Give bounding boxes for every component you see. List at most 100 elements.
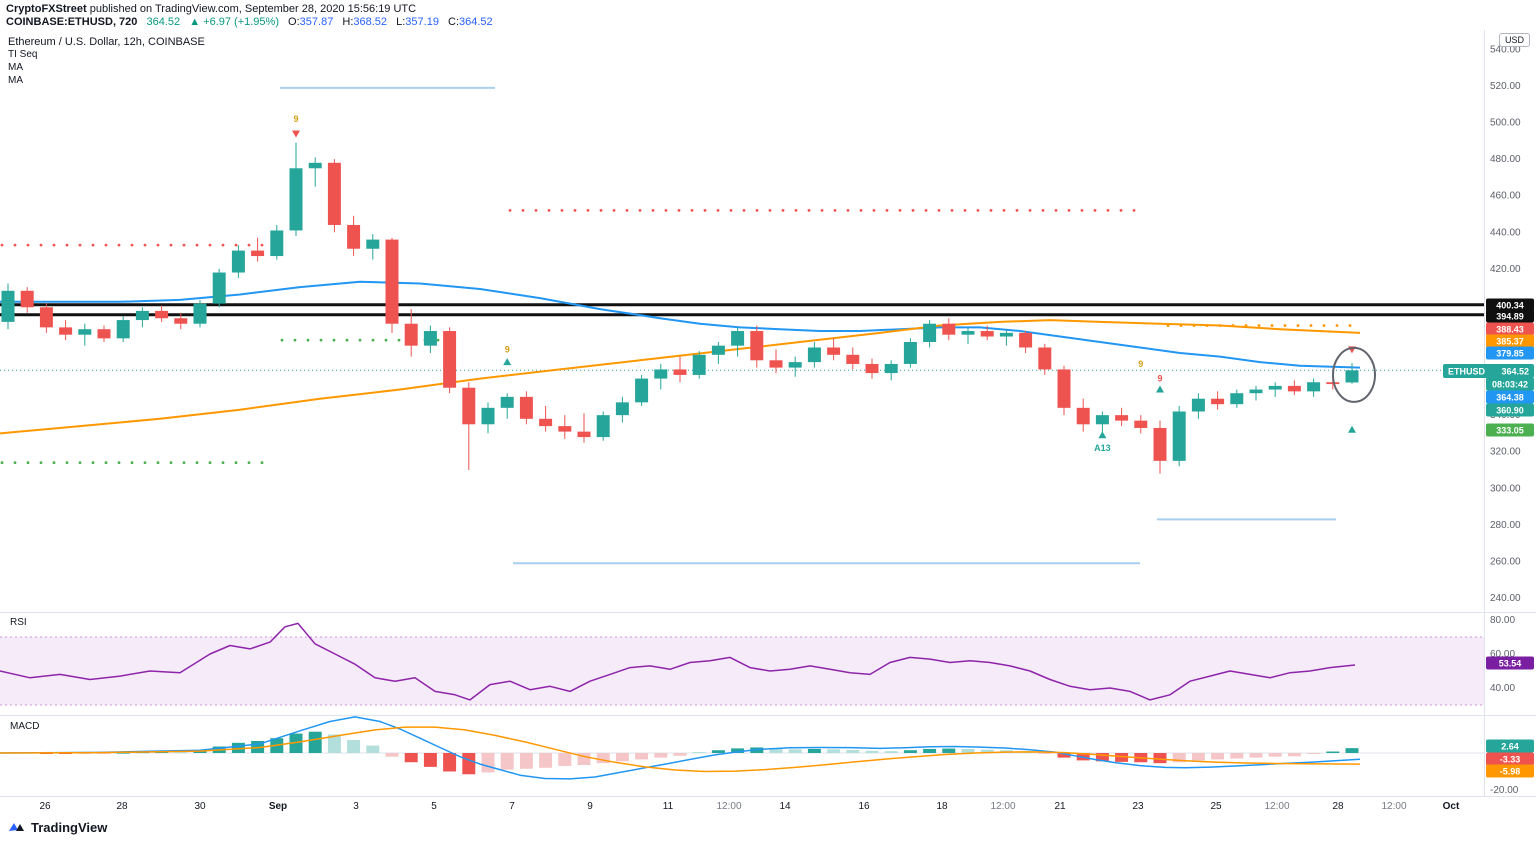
td-marker-text: 9 bbox=[293, 114, 298, 124]
indicator-dot bbox=[1041, 208, 1045, 212]
time-axis-label[interactable]: Sep bbox=[269, 801, 287, 812]
candle-body bbox=[231, 250, 245, 273]
candle-body bbox=[1172, 411, 1186, 461]
candle-body bbox=[1230, 393, 1244, 405]
time-axis-label[interactable]: 12:00 bbox=[990, 801, 1015, 812]
candle-body bbox=[385, 239, 399, 324]
rsi-pane-label[interactable]: RSI bbox=[10, 617, 27, 628]
candle-body bbox=[135, 310, 149, 321]
candle-body bbox=[1038, 347, 1052, 370]
indicator-ti-seq[interactable]: TI Seq bbox=[8, 49, 38, 60]
indicator-dot bbox=[664, 208, 668, 212]
tradingview-logo-text: TradingView bbox=[31, 819, 108, 835]
td-marker-text: A13 bbox=[1094, 443, 1111, 453]
indicator-dot bbox=[91, 461, 95, 465]
macd-hist-bar bbox=[174, 752, 188, 754]
time-axis-label[interactable]: 25 bbox=[1210, 801, 1222, 812]
time-axis-label[interactable]: 28 bbox=[116, 801, 128, 812]
indicator-dot bbox=[690, 208, 694, 212]
candle-body bbox=[404, 323, 418, 346]
indicator-ma-1[interactable]: MA bbox=[8, 62, 23, 73]
candle-body bbox=[1076, 407, 1090, 425]
indicator-dot bbox=[924, 208, 928, 212]
chart-title[interactable]: Ethereum / U.S. Dollar, 12h, COINBASE bbox=[8, 36, 205, 48]
indicator-dot bbox=[156, 243, 160, 247]
rsi-band bbox=[0, 637, 1484, 705]
indicator-dot bbox=[1080, 208, 1084, 212]
indicator-dot bbox=[358, 338, 362, 342]
time-axis-label[interactable]: 14 bbox=[779, 801, 791, 812]
macd-hist-bar bbox=[654, 753, 668, 758]
tradingview-logo[interactable]: TradingView bbox=[8, 819, 107, 835]
candle-body bbox=[788, 362, 802, 368]
time-axis-label[interactable]: 26 bbox=[39, 801, 51, 812]
time-axis-label[interactable]: 23 bbox=[1132, 801, 1144, 812]
indicator-dot bbox=[911, 208, 915, 212]
indicator-dot bbox=[612, 208, 616, 212]
macd-pane-label[interactable]: MACD bbox=[10, 721, 40, 732]
indicator-dot bbox=[534, 208, 538, 212]
candle-body bbox=[903, 342, 917, 364]
time-axis-label[interactable]: Oct bbox=[1443, 801, 1460, 812]
macd-hist-bar bbox=[116, 752, 130, 754]
candle-body bbox=[193, 303, 207, 324]
high-value: 368.52 bbox=[353, 16, 388, 28]
indicator-dot bbox=[1106, 208, 1110, 212]
time-axis-label[interactable]: 9 bbox=[587, 801, 593, 812]
chart-legend: Ethereum / U.S. Dollar, 12h, COINBASE TI… bbox=[8, 36, 205, 87]
time-axis-label[interactable]: 12:00 bbox=[1264, 801, 1289, 812]
candle-body bbox=[827, 347, 841, 355]
time-axis-label[interactable]: 16 bbox=[858, 801, 870, 812]
time-axis-label[interactable]: 5 bbox=[431, 801, 437, 812]
time-axis-label[interactable]: 18 bbox=[936, 801, 948, 812]
axis-value-badge-label: -3.33 bbox=[1500, 755, 1521, 765]
candle-body bbox=[59, 327, 73, 335]
axis-value-badge-label: 333.05 bbox=[1496, 426, 1524, 436]
indicator-ma-2[interactable]: MA bbox=[8, 75, 23, 86]
macd-hist-bar bbox=[1307, 753, 1321, 754]
close-value: 364.52 bbox=[459, 16, 493, 28]
candle-body bbox=[443, 331, 457, 388]
indicator-dot bbox=[573, 208, 577, 212]
highlight-circle bbox=[1332, 346, 1376, 403]
candle-body bbox=[155, 310, 169, 319]
indicator-dot bbox=[1348, 324, 1352, 327]
time-axis-label[interactable]: 21 bbox=[1054, 801, 1066, 812]
axis-value-badge-label: 388.43 bbox=[1496, 325, 1524, 335]
time-axis-label[interactable]: 12:00 bbox=[1381, 801, 1406, 812]
macd-hist-bar bbox=[155, 751, 169, 753]
macd-hist-bar bbox=[539, 753, 553, 768]
axis-value-badge bbox=[1486, 298, 1534, 312]
indicator-dot bbox=[436, 338, 440, 342]
last-price: 364.52 bbox=[146, 16, 181, 28]
candle-body bbox=[366, 239, 380, 249]
currency-toggle[interactable]: USD bbox=[1498, 33, 1530, 47]
macd-signal-line bbox=[0, 726, 1361, 773]
macd-hist-bar bbox=[1191, 753, 1205, 761]
candle-body bbox=[673, 369, 687, 375]
candle-body bbox=[1191, 398, 1205, 412]
candle-body bbox=[654, 369, 668, 379]
candle-body bbox=[942, 323, 956, 335]
candle-body bbox=[558, 426, 572, 432]
time-axis-label[interactable]: 3 bbox=[353, 801, 359, 812]
time-axis-label[interactable]: 7 bbox=[509, 801, 515, 812]
time-axis-label[interactable]: 28 bbox=[1332, 801, 1344, 812]
time-axis-label[interactable]: 30 bbox=[194, 801, 206, 812]
candle-body bbox=[711, 345, 725, 355]
indicator-dot bbox=[397, 338, 401, 342]
macd-hist-bar bbox=[1057, 753, 1071, 758]
indicator-dot bbox=[78, 461, 82, 465]
indicator-dot bbox=[820, 208, 824, 212]
macd-hist-bar bbox=[711, 750, 725, 753]
time-axis-label[interactable]: 11 bbox=[663, 801, 674, 812]
time-axis-label[interactable]: 12:00 bbox=[716, 801, 741, 812]
open-value: 357.87 bbox=[299, 16, 334, 28]
indicator-dot bbox=[1028, 208, 1032, 212]
candle-body bbox=[500, 396, 514, 408]
buy-arrow-icon bbox=[1156, 385, 1164, 393]
macd-hist-bar bbox=[923, 748, 937, 753]
indicator-dot bbox=[26, 461, 30, 465]
axis-value-badge-label: 53.54 bbox=[1499, 659, 1522, 669]
